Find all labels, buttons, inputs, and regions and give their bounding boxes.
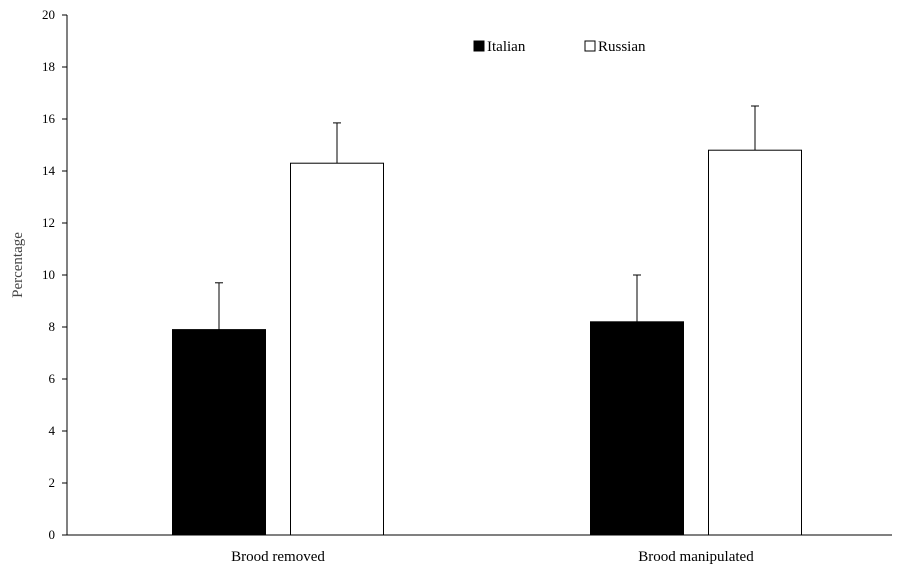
legend: Italian Russian xyxy=(473,39,646,55)
x-category-label: Brood manipulated xyxy=(638,549,754,565)
bar-italian-1 xyxy=(172,329,266,536)
y-tick-label: 20 xyxy=(42,7,55,22)
y-tick-label: 14 xyxy=(42,163,56,178)
x-category-label: Brood removed xyxy=(231,549,325,565)
bar-russian-1 xyxy=(290,162,384,536)
legend-swatch-italian xyxy=(473,40,485,52)
y-tick-label: 12 xyxy=(42,215,55,230)
bar-russian-2 xyxy=(708,149,802,536)
legend-swatch-russian xyxy=(584,40,596,52)
y-tick-label: 2 xyxy=(49,475,56,490)
y-tick-label: 6 xyxy=(49,371,56,386)
y-tick-label: 8 xyxy=(49,319,56,334)
legend-label-italian: Italian xyxy=(487,39,526,55)
bars xyxy=(172,105,802,536)
y-tick-label: 0 xyxy=(49,527,56,542)
bar-italian-2 xyxy=(590,321,684,536)
y-axis-title: Percentage xyxy=(10,232,26,298)
y-tick-label: 18 xyxy=(42,59,55,74)
y-axis: 0 2 4 6 8 10 12 14 16 18 20 xyxy=(42,7,68,542)
y-tick-label: 10 xyxy=(42,267,55,282)
y-tick-label: 4 xyxy=(49,423,56,438)
y-tick-label: 16 xyxy=(42,111,56,126)
x-axis: Brood removed Brood manipulated xyxy=(67,534,892,565)
legend-label-russian: Russian xyxy=(598,39,646,55)
